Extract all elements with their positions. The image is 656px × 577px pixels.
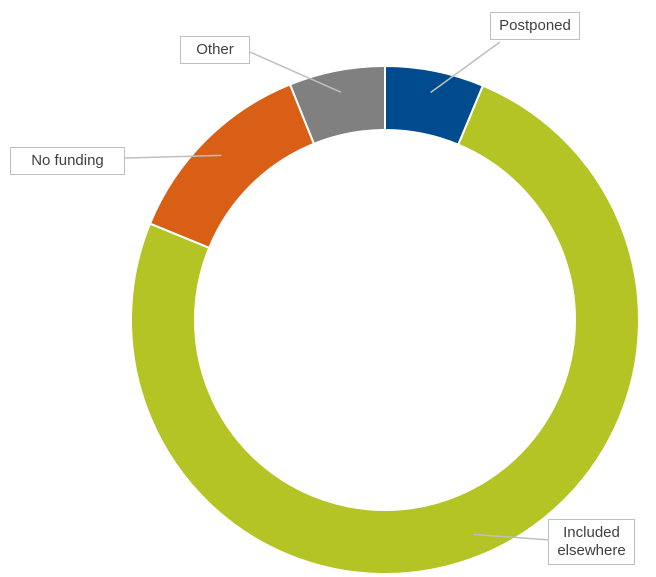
donut-segment [130, 84, 640, 575]
data-label: Postponed [490, 12, 580, 40]
leader-line [249, 51, 342, 93]
data-label: No funding [10, 147, 125, 175]
donut-segment [148, 83, 316, 250]
leader-line [124, 154, 222, 159]
leader-line [430, 41, 501, 94]
data-label: Included elsewhere [548, 519, 635, 565]
leader-line [473, 533, 551, 541]
donut-segment [288, 64, 386, 146]
data-label: Other [180, 36, 250, 64]
